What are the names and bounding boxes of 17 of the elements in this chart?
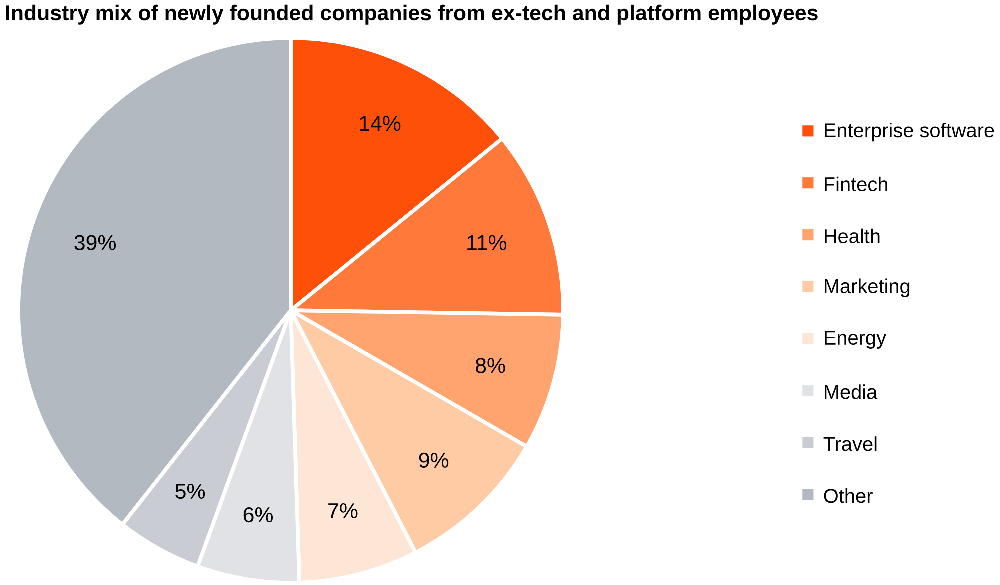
chart-title: Industry mix of newly founded companies from ex-tech and platform employees	[6, 4, 818, 25]
legend-label: Enterprise software	[825, 123, 994, 142]
legend-label: Travel	[824, 436, 877, 452]
legend-label: Energy	[825, 331, 886, 349]
data-label: 11%	[468, 235, 507, 250]
data-label: 14%	[360, 116, 401, 132]
data-label: 7%	[328, 504, 358, 519]
data-label: 9%	[419, 452, 449, 468]
data-label: 6%	[244, 507, 273, 523]
data-label: 5%	[176, 484, 206, 500]
data-label: 8%	[476, 358, 506, 374]
data-label: 39%	[74, 235, 116, 250]
legend-label: Health	[825, 228, 880, 244]
legend-label: Media	[825, 384, 878, 400]
legend-label: Fintech	[825, 176, 888, 192]
legend-label: Other	[824, 488, 873, 504]
legend-label: Marketing	[825, 278, 910, 298]
